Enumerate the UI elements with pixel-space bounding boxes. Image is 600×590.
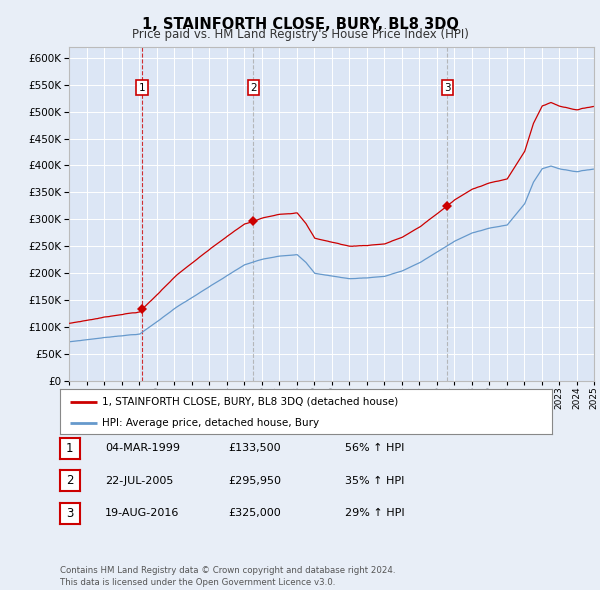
Text: £295,950: £295,950	[228, 476, 281, 486]
Text: 1, STAINFORTH CLOSE, BURY, BL8 3DQ: 1, STAINFORTH CLOSE, BURY, BL8 3DQ	[142, 17, 458, 31]
Text: 56% ↑ HPI: 56% ↑ HPI	[345, 444, 404, 453]
Text: Price paid vs. HM Land Registry's House Price Index (HPI): Price paid vs. HM Land Registry's House …	[131, 28, 469, 41]
Text: 1: 1	[66, 442, 74, 455]
Text: 3: 3	[66, 507, 74, 520]
Text: £325,000: £325,000	[228, 509, 281, 518]
Text: 3: 3	[444, 83, 451, 93]
Text: 19-AUG-2016: 19-AUG-2016	[105, 509, 179, 518]
Text: 22-JUL-2005: 22-JUL-2005	[105, 476, 173, 486]
Text: 2: 2	[66, 474, 74, 487]
Text: £133,500: £133,500	[228, 444, 281, 453]
Text: HPI: Average price, detached house, Bury: HPI: Average price, detached house, Bury	[102, 418, 319, 428]
Text: 35% ↑ HPI: 35% ↑ HPI	[345, 476, 404, 486]
Text: 1: 1	[139, 83, 145, 93]
Text: 29% ↑ HPI: 29% ↑ HPI	[345, 509, 404, 518]
Text: 04-MAR-1999: 04-MAR-1999	[105, 444, 180, 453]
Text: Contains HM Land Registry data © Crown copyright and database right 2024.
This d: Contains HM Land Registry data © Crown c…	[60, 566, 395, 587]
Text: 2: 2	[250, 83, 257, 93]
Text: 1, STAINFORTH CLOSE, BURY, BL8 3DQ (detached house): 1, STAINFORTH CLOSE, BURY, BL8 3DQ (deta…	[102, 397, 398, 407]
